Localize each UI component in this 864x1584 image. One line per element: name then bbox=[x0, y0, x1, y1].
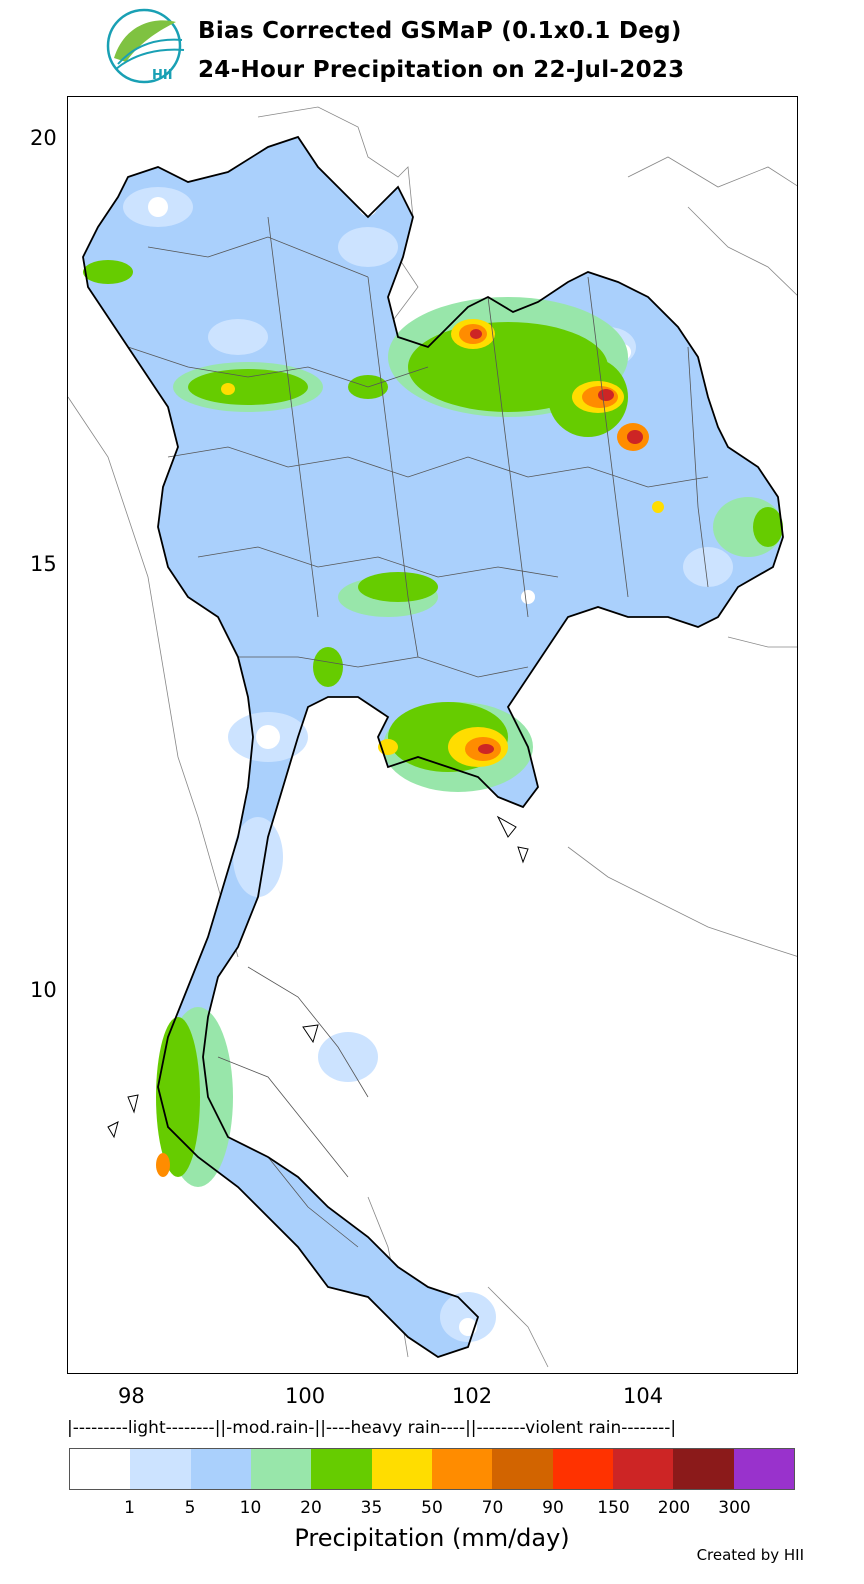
colorbar-tick-label: 90 bbox=[542, 1498, 564, 1518]
y-tick-label: 10 bbox=[30, 978, 57, 1002]
x-tick-label: 102 bbox=[452, 1384, 493, 1408]
colorbar bbox=[69, 1448, 795, 1490]
province-borders bbox=[127, 216, 709, 1248]
colorbar-tick-label: 5 bbox=[184, 1498, 196, 1518]
colorbar-swatch bbox=[130, 1449, 191, 1489]
hii-logo: HII bbox=[106, 8, 185, 84]
logo-text: HII bbox=[152, 68, 173, 83]
credit-text: Created by HII bbox=[696, 1546, 804, 1564]
x-tick-label: 98 bbox=[118, 1384, 145, 1408]
x-tick-label: 100 bbox=[285, 1384, 326, 1408]
colorbar-tick-label: 1 bbox=[124, 1498, 135, 1518]
colorbar-swatch bbox=[311, 1449, 372, 1489]
colorbar-swatch bbox=[70, 1449, 131, 1489]
colorbar-tick-label: 50 bbox=[421, 1498, 443, 1518]
islands bbox=[107, 815, 529, 1139]
map-title-line1: Bias Corrected GSMaP (0.1x0.1 Deg) bbox=[198, 18, 682, 44]
heavy-rain-hotspots bbox=[156, 319, 664, 1177]
colorbar-swatch bbox=[431, 1449, 493, 1489]
colorbar-swatch bbox=[250, 1449, 312, 1489]
colorbar-tick-label: 300 bbox=[718, 1498, 751, 1518]
colorbar-swatch bbox=[552, 1449, 613, 1489]
colorbar-swatch bbox=[190, 1449, 251, 1489]
rain-category-line: |---------light--------||-mod.rain-||---… bbox=[67, 1418, 677, 1438]
precipitation-map bbox=[67, 96, 798, 1374]
colorbar-swatch bbox=[371, 1449, 432, 1489]
colorbar-swatch bbox=[492, 1449, 553, 1489]
colorbar-tick-label: 35 bbox=[360, 1498, 383, 1518]
y-tick-label: 20 bbox=[30, 126, 57, 150]
colorbar-tick-label: 70 bbox=[481, 1498, 504, 1518]
colorbar-tick-label: 10 bbox=[239, 1498, 262, 1518]
colorbar-tick-label: 20 bbox=[300, 1498, 322, 1518]
rain-field bbox=[83, 137, 783, 1357]
neighbor-borders bbox=[68, 106, 797, 1368]
x-tick-label: 104 bbox=[623, 1384, 664, 1408]
map-canvas bbox=[68, 106, 797, 1368]
colorbar-swatch bbox=[612, 1449, 674, 1489]
country-border bbox=[82, 135, 784, 1358]
colorbar-swatch bbox=[733, 1449, 794, 1489]
colorbar-label: Precipitation (mm/day) bbox=[294, 1524, 570, 1552]
y-tick-label: 15 bbox=[30, 552, 57, 576]
colorbar-swatch bbox=[673, 1449, 734, 1489]
colorbar-tick-label: 200 bbox=[657, 1498, 691, 1518]
colorbar-tick-label: 150 bbox=[597, 1498, 630, 1518]
map-title-line2: 24-Hour Precipitation on 22-Jul-2023 bbox=[198, 57, 685, 83]
